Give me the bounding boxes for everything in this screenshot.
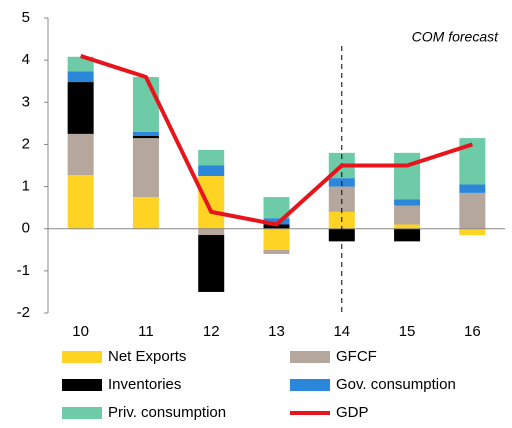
bar-segment	[459, 192, 486, 229]
x-tick-label: 14	[333, 323, 350, 340]
bar-segment	[198, 165, 225, 177]
bar-segment	[132, 138, 159, 198]
legend-label: Inventories	[108, 376, 181, 393]
legend-swatch	[62, 407, 102, 419]
bar-segment	[394, 228, 421, 242]
bar-segment	[132, 131, 159, 136]
y-tick-label: 5	[22, 9, 30, 26]
bar-segment	[67, 175, 94, 229]
bar-segment	[132, 77, 159, 132]
legend-swatch	[62, 351, 102, 363]
bar-segment	[263, 197, 290, 219]
bar-segment	[394, 205, 421, 225]
legend-label: GDP	[336, 404, 369, 421]
legend-label: Gov. consumption	[336, 376, 456, 393]
x-tick-label: 11	[138, 323, 154, 340]
bar-segment	[198, 176, 225, 229]
annotation: COM forecast	[412, 29, 499, 45]
bar-segment	[263, 228, 290, 250]
y-tick-label: 0	[22, 220, 30, 237]
bar-segment	[263, 218, 290, 225]
bar-segment	[459, 184, 486, 193]
y-tick-label: 4	[22, 51, 30, 68]
legend-swatch	[290, 351, 330, 363]
bar-segment	[67, 71, 94, 83]
bar-segment	[198, 228, 225, 236]
x-tick-label: 12	[203, 323, 220, 340]
legend-swatch	[62, 379, 102, 391]
bar-segment	[394, 199, 421, 206]
y-tick-label: 1	[22, 178, 30, 195]
bar-segment	[263, 224, 290, 229]
y-tick-label: -2	[17, 304, 30, 321]
bar-segment	[198, 149, 225, 166]
bar-segment	[263, 249, 290, 254]
legend-label: Net Exports	[108, 348, 186, 365]
x-tick-label: 10	[72, 323, 89, 340]
legend-label: Priv. consumption	[108, 404, 226, 421]
legend-swatch	[290, 379, 330, 391]
bar-segment	[394, 152, 421, 200]
y-tick-label: 2	[22, 135, 30, 152]
legend-label: GFCF	[336, 348, 377, 365]
gdp-line	[80, 54, 473, 227]
y-tick-label: 3	[22, 93, 30, 110]
bar-segment	[198, 235, 225, 292]
bar-segment	[459, 228, 486, 236]
x-tick-label: 15	[399, 323, 416, 340]
bar-segment	[67, 82, 94, 134]
bar-segment	[132, 136, 159, 139]
bar-segment	[394, 224, 421, 229]
y-tick-label: -1	[17, 262, 30, 279]
x-tick-label: 13	[268, 323, 285, 340]
bar-segment	[67, 56, 94, 72]
bar-segment	[67, 133, 94, 176]
bar-segment	[132, 197, 159, 229]
x-tick-label: 16	[464, 323, 481, 340]
